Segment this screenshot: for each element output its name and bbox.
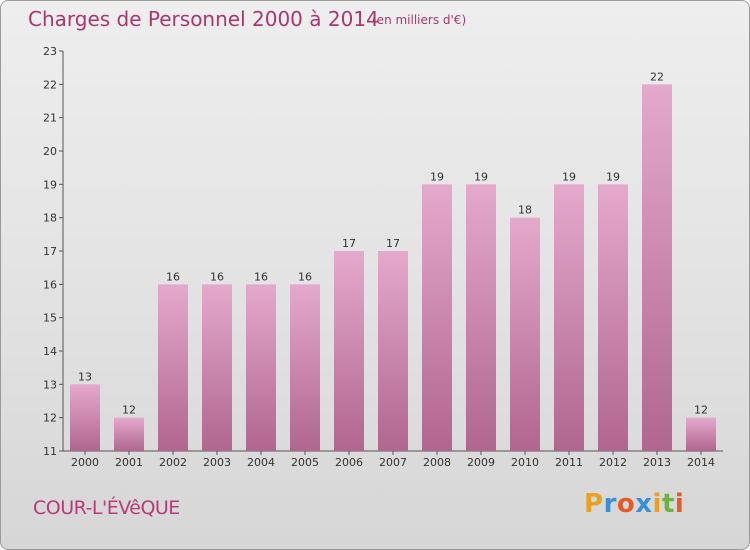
bar-value-label: 19 [474,170,488,183]
y-tick-label: 19 [43,178,57,191]
y-tick-label: 16 [43,278,57,291]
x-tick-label: 2005 [291,456,319,469]
bar [70,384,100,451]
x-tick-label: 2008 [423,456,451,469]
bar [510,217,540,451]
bar [202,284,232,451]
x-tick-label: 2000 [71,456,99,469]
y-tick-label: 11 [43,445,57,458]
y-tick-label: 18 [43,212,57,225]
x-tick-label: 2007 [379,456,407,469]
y-tick-label: 20 [43,145,57,158]
bar-value-label: 13 [78,370,92,383]
bar [246,284,276,451]
y-tick-label: 13 [43,378,57,391]
logo-letter: i [652,489,662,519]
x-tick-label: 2009 [467,456,495,469]
bar-value-label: 12 [694,404,708,417]
bar-value-label: 19 [430,170,444,183]
bar [554,184,584,452]
bar-value-label: 19 [606,170,620,183]
bar [378,251,408,451]
bar [686,417,716,451]
y-tick-label: 17 [43,245,57,258]
logo-letter: t [661,489,675,519]
x-tick-label: 2003 [203,456,231,469]
bar-value-label: 18 [518,204,532,217]
bar [466,184,496,452]
bar-value-label: 17 [386,237,400,250]
bar-value-label: 12 [122,404,136,417]
bar-value-label: 16 [298,270,312,283]
x-tick-label: 2002 [159,456,187,469]
x-tick-label: 2014 [687,456,715,469]
x-tick-label: 2006 [335,456,363,469]
y-tick-label: 22 [43,78,57,91]
y-tick-label: 21 [43,112,57,125]
proxiti-logo: Proxiti [584,489,684,519]
bar [422,184,452,452]
x-tick-label: 2012 [599,456,627,469]
x-tick-label: 2004 [247,456,275,469]
chart-title: Charges de Personnel 2000 à 2014 [28,7,379,31]
bar-value-label: 16 [166,270,180,283]
y-tick-label: 15 [43,312,57,325]
y-tick-label: 23 [43,45,57,58]
bar [642,84,672,451]
bar-value-label: 17 [342,237,356,250]
y-tick-label: 14 [43,345,57,358]
bar-value-label: 22 [650,70,664,83]
logo-letter: i [674,489,685,519]
bar [334,251,364,451]
bar [114,417,144,451]
commune-name: COUR-L'ÉVêQUE [33,497,180,519]
bar [598,184,628,452]
bar [290,284,320,451]
logo-letter: r [603,489,617,519]
y-tick-label: 12 [43,412,57,425]
bar [158,284,188,451]
bar-value-label: 16 [254,270,268,283]
logo-letter: x [635,489,653,519]
bar-value-label: 19 [562,170,576,183]
logo-letter: o [616,489,636,519]
x-tick-label: 2013 [643,456,671,469]
x-tick-label: 2001 [115,456,143,469]
chart-subtitle: (en milliers d'€) [372,13,467,27]
logo-letter: P [584,489,604,519]
bar-value-label: 16 [210,270,224,283]
x-tick-label: 2010 [511,456,539,469]
x-tick-label: 2011 [555,456,583,469]
